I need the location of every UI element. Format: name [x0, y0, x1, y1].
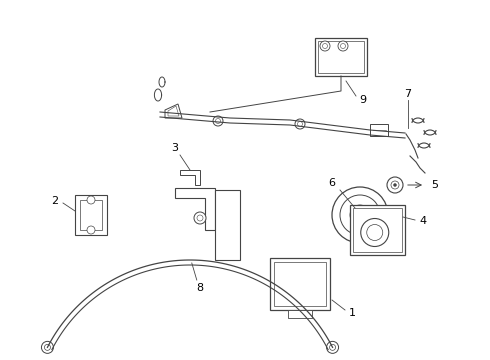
Text: 6: 6 — [328, 178, 336, 188]
Polygon shape — [165, 104, 182, 118]
Bar — [353, 208, 402, 252]
Circle shape — [297, 122, 302, 126]
Bar — [80, 200, 102, 230]
Circle shape — [393, 184, 396, 186]
Circle shape — [367, 225, 383, 240]
Circle shape — [213, 116, 223, 126]
Circle shape — [320, 41, 330, 51]
Circle shape — [341, 44, 345, 49]
Circle shape — [391, 181, 399, 189]
Circle shape — [45, 345, 50, 350]
Bar — [350, 205, 405, 255]
Circle shape — [87, 226, 95, 234]
Circle shape — [295, 119, 305, 129]
Text: 4: 4 — [419, 216, 427, 226]
Polygon shape — [215, 190, 240, 260]
Bar — [274, 262, 326, 306]
Polygon shape — [387, 209, 402, 229]
Circle shape — [322, 44, 327, 49]
Circle shape — [194, 212, 206, 224]
Text: 2: 2 — [51, 196, 59, 206]
Circle shape — [326, 341, 339, 354]
Bar — [318, 41, 364, 73]
Text: 7: 7 — [404, 89, 412, 99]
Circle shape — [216, 118, 220, 123]
Circle shape — [87, 196, 95, 204]
Circle shape — [197, 215, 203, 221]
Circle shape — [340, 195, 380, 235]
Text: 8: 8 — [196, 283, 203, 293]
Polygon shape — [180, 170, 200, 185]
Circle shape — [332, 187, 388, 243]
Circle shape — [338, 41, 348, 51]
Text: 3: 3 — [172, 143, 178, 153]
Bar — [315, 38, 367, 76]
Bar — [270, 258, 330, 310]
Bar — [288, 310, 312, 318]
Bar — [389, 211, 399, 223]
Circle shape — [387, 177, 403, 193]
Text: 5: 5 — [432, 180, 439, 190]
Circle shape — [330, 345, 336, 350]
Polygon shape — [168, 106, 179, 116]
Polygon shape — [175, 188, 215, 230]
Bar — [75, 195, 107, 235]
Circle shape — [361, 219, 389, 247]
Bar — [370, 124, 388, 136]
Text: 9: 9 — [360, 95, 367, 105]
Text: 1: 1 — [348, 308, 356, 318]
Circle shape — [42, 341, 53, 354]
Circle shape — [350, 205, 370, 225]
